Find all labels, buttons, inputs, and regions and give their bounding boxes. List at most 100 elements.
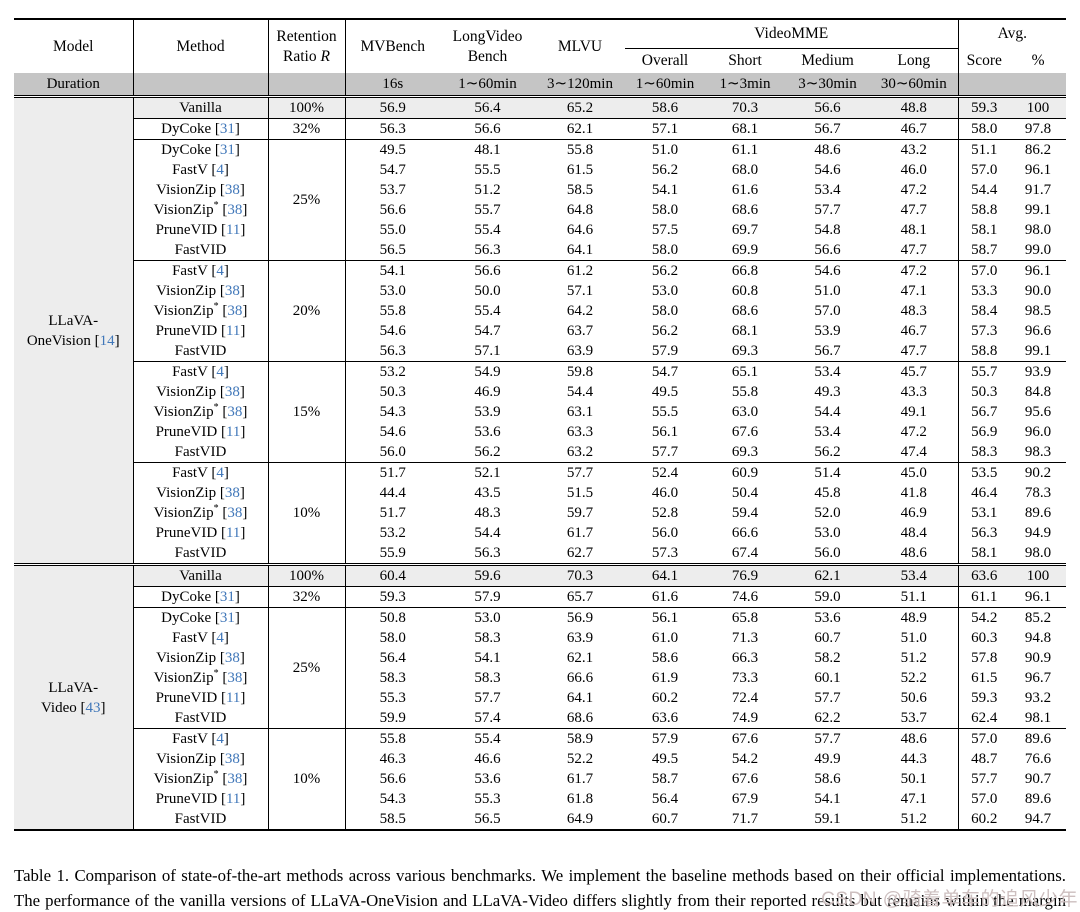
value-cell: 51.7 <box>379 505 406 521</box>
value-cell: 58.7 <box>651 771 679 787</box>
model-name: OneVision <box>26 332 91 349</box>
value-cell: 68.6 <box>731 303 759 319</box>
value-cell: 61.0 <box>651 630 679 646</box>
value-cell: 53.7 <box>379 182 406 198</box>
citation-link[interactable]: 11 <box>225 222 241 238</box>
col-header-retention: Retention Ratio R <box>268 19 346 73</box>
citation-link[interactable]: 4 <box>216 731 224 747</box>
citation-link[interactable]: 11 <box>225 323 241 339</box>
method-name: PruneVID <box>155 690 218 706</box>
value-cell: 52.0 <box>814 505 841 521</box>
cite-bracket: ] <box>239 751 245 767</box>
citation-link[interactable]: 38 <box>227 202 243 218</box>
value-cell: 63.6 <box>958 563 1011 587</box>
value-cell: 55.7 <box>474 202 501 218</box>
method-name: VisionZip <box>156 283 217 299</box>
cite-bracket: ] <box>234 610 240 626</box>
cite-bracket: ] <box>114 332 120 349</box>
cite-bracket: [ <box>218 303 228 319</box>
citation-link[interactable]: 31 <box>219 142 235 158</box>
citation-link[interactable]: 31 <box>219 610 235 626</box>
citation-link[interactable]: 38 <box>224 182 240 198</box>
value-cell: 57.0 <box>958 260 1011 281</box>
cite-bracket: [ <box>217 222 226 238</box>
value-cell: 48.6 <box>785 139 870 160</box>
citation-link[interactable]: 38 <box>227 303 243 319</box>
cite-bracket: [ <box>211 589 220 605</box>
citation-link[interactable]: 4 <box>216 630 224 646</box>
retention-ratio-cell: 20% <box>268 260 346 362</box>
value-cell: 56.0 <box>651 525 679 541</box>
table-row: FastVID 56.0 56.2 63.2 57.7 69.3 56.2 47.4 58.3 9… <box>14 442 1066 463</box>
value-cell: 47.1 <box>870 789 959 809</box>
citation-link[interactable]: 11 <box>225 424 241 440</box>
citation-link[interactable]: 31 <box>219 589 235 605</box>
table-row: VisionZip [38] 53.7 51.2 58.5 54.1 61.6 53.4 47… <box>14 180 1066 200</box>
citation-link[interactable]: 4 <box>216 263 224 279</box>
citation-link[interactable]: 38 <box>227 771 243 787</box>
value-cell: 54.2 <box>731 751 759 767</box>
citation-link[interactable]: 4 <box>216 162 224 178</box>
duration-value: 1∼60min <box>625 73 705 98</box>
method-name: Vanilla <box>179 568 222 584</box>
value-cell: 58.3 <box>971 444 998 460</box>
col-header-mlvu: MLVU <box>557 37 603 55</box>
method-cell: Vanilla <box>133 96 269 119</box>
method-cell: PruneVID [11] <box>133 688 269 708</box>
method-cell: PruneVID [11] <box>133 523 269 543</box>
value-cell: 60.9 <box>705 462 785 483</box>
cite-bracket: [ <box>76 699 86 716</box>
method-cell: FastVID <box>133 809 269 830</box>
value-cell: 49.9 <box>814 751 841 767</box>
value-cell: 55.5 <box>474 162 501 178</box>
citation-link[interactable]: 43 <box>85 699 101 716</box>
value-cell: 69.3 <box>731 343 759 359</box>
value-cell: 54.2 <box>958 607 1011 628</box>
value-cell: 58.3 <box>474 630 501 646</box>
value-cell: 48.6 <box>870 543 959 565</box>
citation-link[interactable]: 4 <box>216 465 224 481</box>
citation-link[interactable]: 38 <box>227 404 243 420</box>
model-name: Video <box>40 699 77 716</box>
value-cell: 51.4 <box>785 462 870 483</box>
value-cell: 61.7 <box>566 525 594 541</box>
citation-link[interactable]: 38 <box>227 505 243 521</box>
cite-bracket: ] <box>223 465 229 481</box>
citation-link[interactable]: 11 <box>225 791 241 807</box>
value-cell: 84.8 <box>1024 384 1052 400</box>
citation-link[interactable]: 38 <box>227 670 243 686</box>
value-cell: 54.3 <box>379 404 406 420</box>
method-name: VisionZip <box>153 505 214 521</box>
citation-link[interactable]: 4 <box>216 364 224 380</box>
citation-link[interactable]: 38 <box>224 650 240 666</box>
value-cell: 41.8 <box>870 483 959 503</box>
citation-link[interactable]: 31 <box>219 121 235 137</box>
citation-link[interactable]: 14 <box>99 332 115 349</box>
value-cell: 67.6 <box>731 424 759 440</box>
value-cell: 53.4 <box>870 563 959 587</box>
citation-link[interactable]: 38 <box>224 751 240 767</box>
value-cell: 63.3 <box>566 424 594 440</box>
value-cell: 89.6 <box>1010 728 1067 749</box>
citation-link[interactable]: 38 <box>224 283 240 299</box>
value-cell: 54.4 <box>474 525 501 541</box>
value-cell: 90.9 <box>1024 650 1052 666</box>
value-cell: 71.7 <box>731 811 759 827</box>
value-cell: 93.2 <box>1024 690 1052 706</box>
citation-link[interactable]: 11 <box>225 690 241 706</box>
duration-empty-score <box>958 73 1011 98</box>
cite-bracket: ] <box>240 323 246 339</box>
value-cell: 56.3 <box>474 242 501 258</box>
citation-link[interactable]: 38 <box>224 384 240 400</box>
table-row: FastVID 56.5 56.3 64.1 58.0 69.9 56.6 47.7 58.7 9… <box>14 240 1066 261</box>
citation-link[interactable]: 11 <box>225 525 241 541</box>
value-cell: 54.7 <box>625 361 705 382</box>
cite-bracket: [ <box>211 610 220 626</box>
value-cell: 70.3 <box>535 563 625 587</box>
value-cell: 54.6 <box>814 162 841 178</box>
citation-link[interactable]: 38 <box>224 485 240 501</box>
cite-bracket: ] <box>223 630 229 646</box>
table-row: PruneVID [11] 54.6 53.6 63.3 56.1 67.6 53.4 47.… <box>14 422 1066 442</box>
value-cell: 61.7 <box>566 771 594 787</box>
